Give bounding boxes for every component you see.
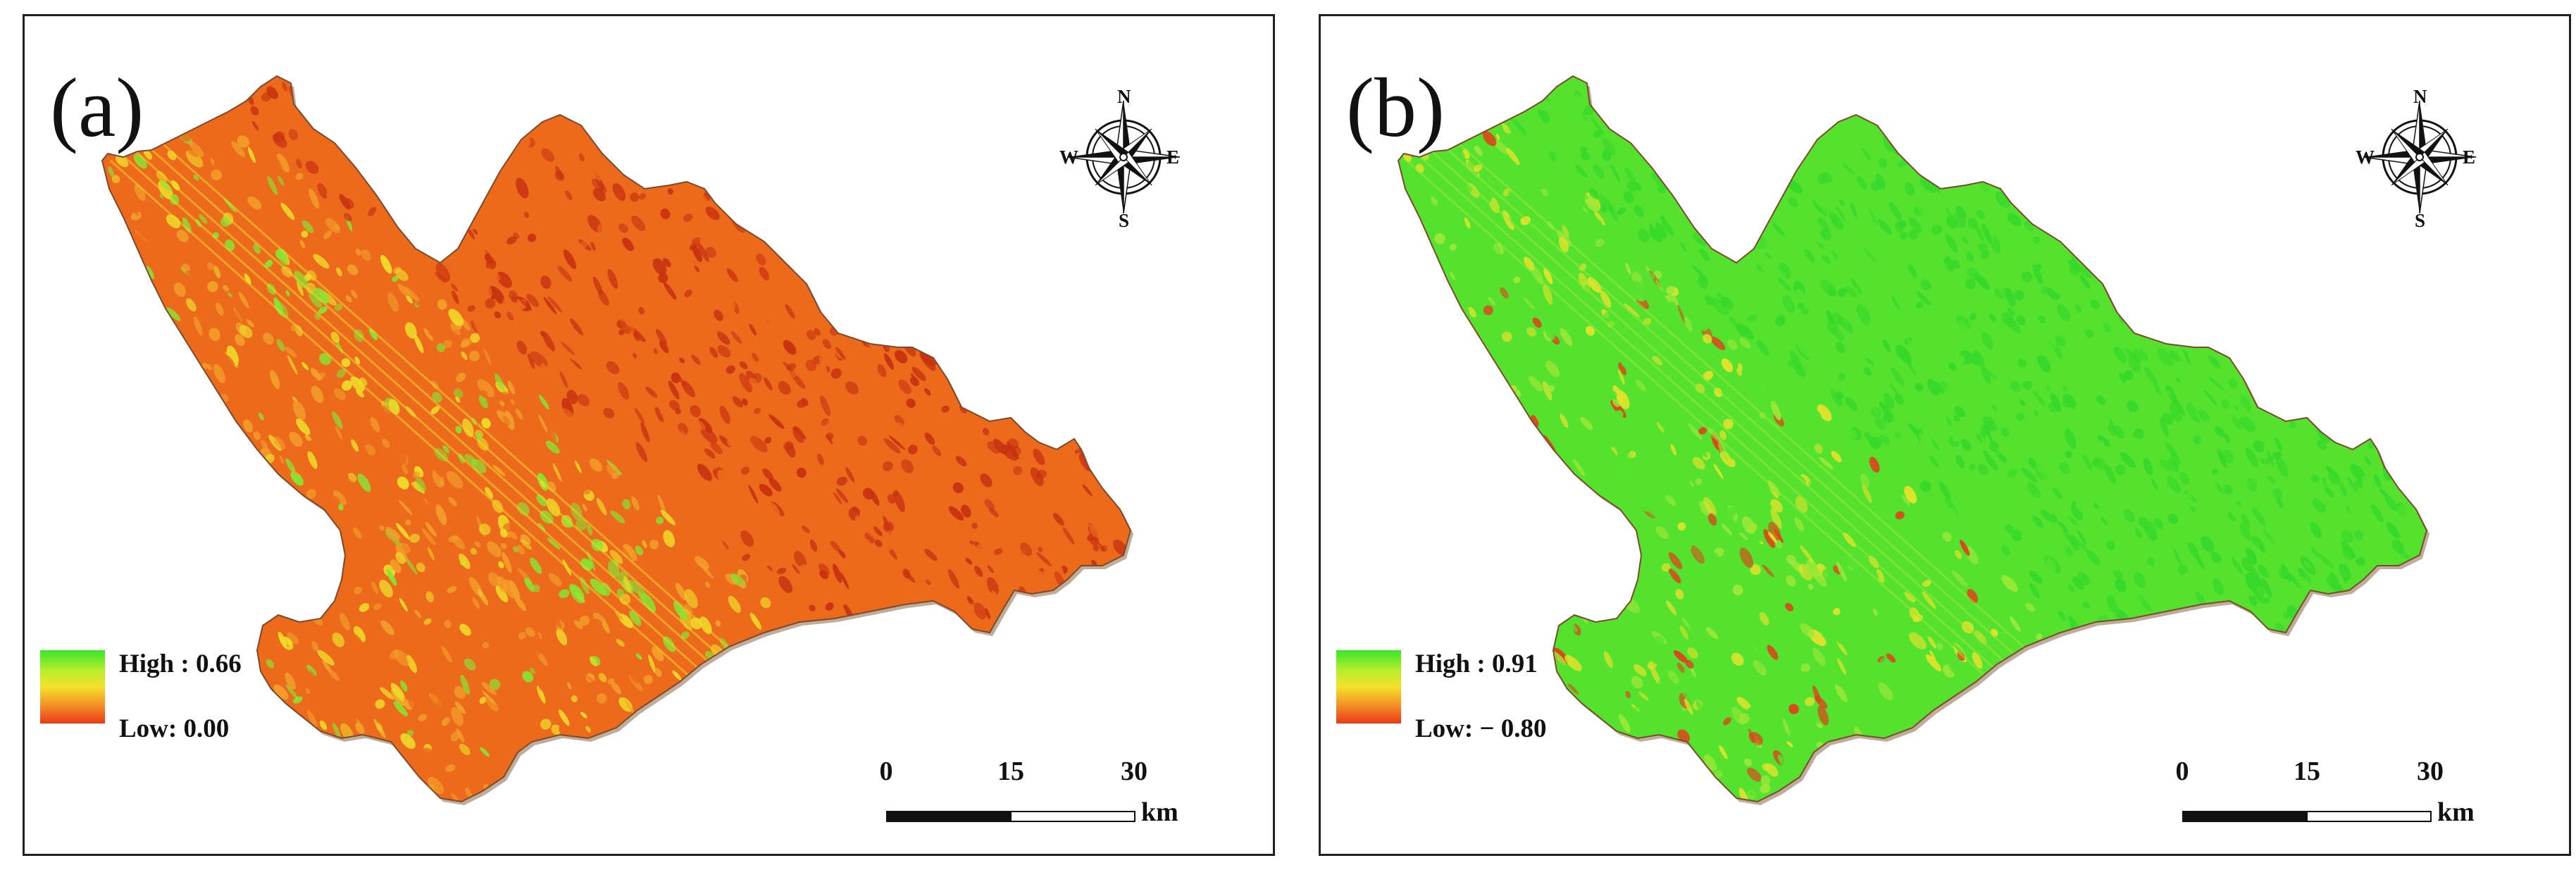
panel-label: (b) — [1346, 61, 1445, 154]
color-legend: High : 0.66 Low: 0.00 — [40, 650, 364, 763]
compass-east: E — [2463, 147, 2476, 168]
compass-rose-icon — [1066, 100, 1181, 214]
color-legend: High : 0.91 Low: − 0.80 — [1336, 650, 1660, 763]
legend-low-label: Low: 0.00 — [119, 714, 230, 743]
compass-west: W — [2356, 147, 2375, 168]
scale-segment-dark — [2182, 811, 2308, 822]
compass-south: S — [1119, 210, 1130, 231]
legend-low-label: Low: − 0.80 — [1415, 714, 1547, 743]
compass-north: N — [1117, 86, 1131, 107]
scale-segment-light — [2306, 811, 2432, 822]
scale-bar: 0 15 30 km — [2173, 756, 2525, 833]
scale-unit: km — [2437, 797, 2475, 827]
north-arrow-compass: N S E W — [2356, 86, 2479, 231]
scale-tick-30: 30 — [1121, 757, 1147, 786]
scale-segment-light — [1010, 811, 1135, 822]
region-fill — [1398, 76, 2427, 802]
scale-unit: km — [1141, 797, 1178, 827]
map-panel-b: (b) N S E W High : 0.91 Low: − 0.80 0 15… — [1319, 14, 2571, 856]
compass-east: E — [1166, 147, 1180, 168]
legend-color-ramp — [40, 650, 105, 723]
scale-segment-dark — [886, 811, 1012, 822]
region-map — [101, 75, 1133, 805]
compass-rose-icon — [2363, 100, 2477, 214]
scale-tick-0: 0 — [2175, 757, 2189, 786]
region-boundary — [101, 75, 1132, 803]
north-arrow-compass: N S E W — [1059, 86, 1183, 231]
legend-high-label: High : 0.91 — [1415, 650, 1538, 678]
texture-group — [108, 80, 1131, 802]
texture-group — [1403, 90, 2415, 802]
scale-tick-0: 0 — [879, 757, 893, 786]
legend-color-ramp — [1336, 650, 1401, 723]
region-boundary — [1397, 75, 2428, 803]
legend-high-label: High : 0.66 — [119, 650, 242, 678]
map-panel-a: (a) N S E W High : 0.66 Low: 0.00 0 15 3… — [23, 14, 1275, 856]
compass-south: S — [2415, 210, 2426, 231]
compass-north: N — [2413, 86, 2427, 107]
scale-bar: 0 15 30 km — [877, 756, 1229, 833]
scale-tick-15: 15 — [997, 757, 1024, 786]
region-map — [1397, 75, 2429, 805]
panel-label: (a) — [50, 61, 144, 154]
scale-tick-15: 15 — [2294, 757, 2320, 786]
compass-west: W — [1059, 147, 1078, 168]
scale-tick-30: 30 — [2417, 757, 2444, 786]
